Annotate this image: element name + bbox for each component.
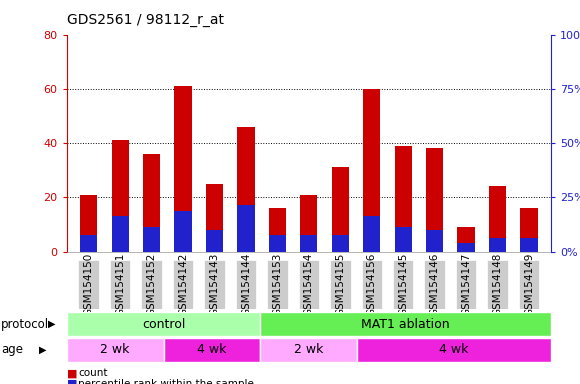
Bar (456, 260, 476, 309)
Bar (235, 260, 256, 309)
Text: GSM154144: GSM154144 (241, 253, 251, 316)
Text: GSM154156: GSM154156 (367, 253, 377, 316)
Bar (519, 260, 539, 309)
Bar (260, 338, 357, 362)
Bar (142, 260, 162, 309)
Text: count: count (78, 368, 108, 378)
Text: 2 wk: 2 wk (294, 343, 324, 356)
Bar (267, 260, 288, 309)
Text: GSM154142: GSM154142 (178, 253, 188, 316)
Bar (489, 187, 506, 252)
Text: GSM154143: GSM154143 (209, 253, 219, 316)
Bar (237, 205, 255, 252)
Bar (300, 195, 317, 252)
Bar (299, 260, 319, 309)
Bar (206, 184, 223, 252)
Bar (260, 312, 551, 336)
Bar (357, 338, 551, 362)
Bar (80, 195, 97, 252)
Bar (458, 243, 475, 252)
Text: GSM154148: GSM154148 (492, 253, 502, 316)
Bar (394, 146, 412, 252)
Bar (330, 260, 350, 309)
Bar (520, 238, 538, 252)
Text: GSM154147: GSM154147 (461, 253, 471, 316)
Text: GSM154149: GSM154149 (524, 253, 534, 316)
Text: protocol: protocol (1, 318, 49, 331)
Bar (393, 260, 414, 309)
Text: GSM154146: GSM154146 (430, 253, 440, 316)
Text: percentile rank within the sample: percentile rank within the sample (78, 379, 254, 384)
Bar (164, 338, 260, 362)
Text: MAT1 ablation: MAT1 ablation (361, 318, 450, 331)
Text: 4 wk: 4 wk (197, 343, 227, 356)
Bar (110, 260, 130, 309)
Bar (206, 230, 223, 252)
Bar (67, 338, 164, 362)
Text: GDS2561 / 98112_r_at: GDS2561 / 98112_r_at (67, 13, 224, 27)
Text: ▶: ▶ (39, 345, 47, 355)
Bar (520, 208, 538, 252)
Text: GSM154154: GSM154154 (304, 253, 314, 316)
Bar (175, 86, 192, 252)
Text: GSM154151: GSM154151 (115, 253, 125, 316)
Text: GSM154150: GSM154150 (84, 253, 94, 316)
Bar (332, 167, 349, 252)
Text: GSM154155: GSM154155 (335, 253, 345, 316)
Bar (143, 154, 160, 252)
Bar (363, 89, 380, 252)
Text: age: age (1, 343, 23, 356)
Bar (426, 149, 443, 252)
Text: 4 wk: 4 wk (440, 343, 469, 356)
Bar (487, 260, 508, 309)
Bar (363, 216, 380, 252)
Bar (111, 216, 129, 252)
Text: 2 wk: 2 wk (100, 343, 130, 356)
Bar (175, 211, 192, 252)
Text: GSM154145: GSM154145 (398, 253, 408, 316)
Bar (361, 260, 382, 309)
Bar (394, 227, 412, 252)
Bar (300, 235, 317, 252)
Text: GSM154153: GSM154153 (273, 253, 282, 316)
Bar (237, 127, 255, 252)
Bar (143, 227, 160, 252)
Bar (111, 140, 129, 252)
Bar (425, 260, 445, 309)
Text: control: control (142, 318, 185, 331)
Text: ■: ■ (67, 368, 77, 378)
Bar (173, 260, 193, 309)
Bar (426, 230, 443, 252)
Bar (458, 227, 475, 252)
Bar (204, 260, 224, 309)
Bar (489, 238, 506, 252)
Text: ▶: ▶ (48, 319, 56, 329)
Bar (269, 235, 286, 252)
Text: ■: ■ (67, 379, 77, 384)
Bar (80, 235, 97, 252)
Bar (78, 260, 99, 309)
Bar (67, 312, 260, 336)
Text: GSM154152: GSM154152 (147, 253, 157, 316)
Bar (269, 208, 286, 252)
Bar (332, 235, 349, 252)
